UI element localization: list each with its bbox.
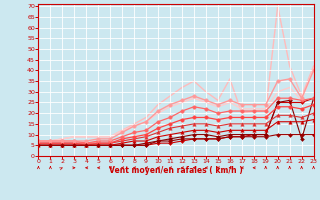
- X-axis label: Vent moyen/en rafales ( km/h ): Vent moyen/en rafales ( km/h ): [109, 166, 243, 175]
